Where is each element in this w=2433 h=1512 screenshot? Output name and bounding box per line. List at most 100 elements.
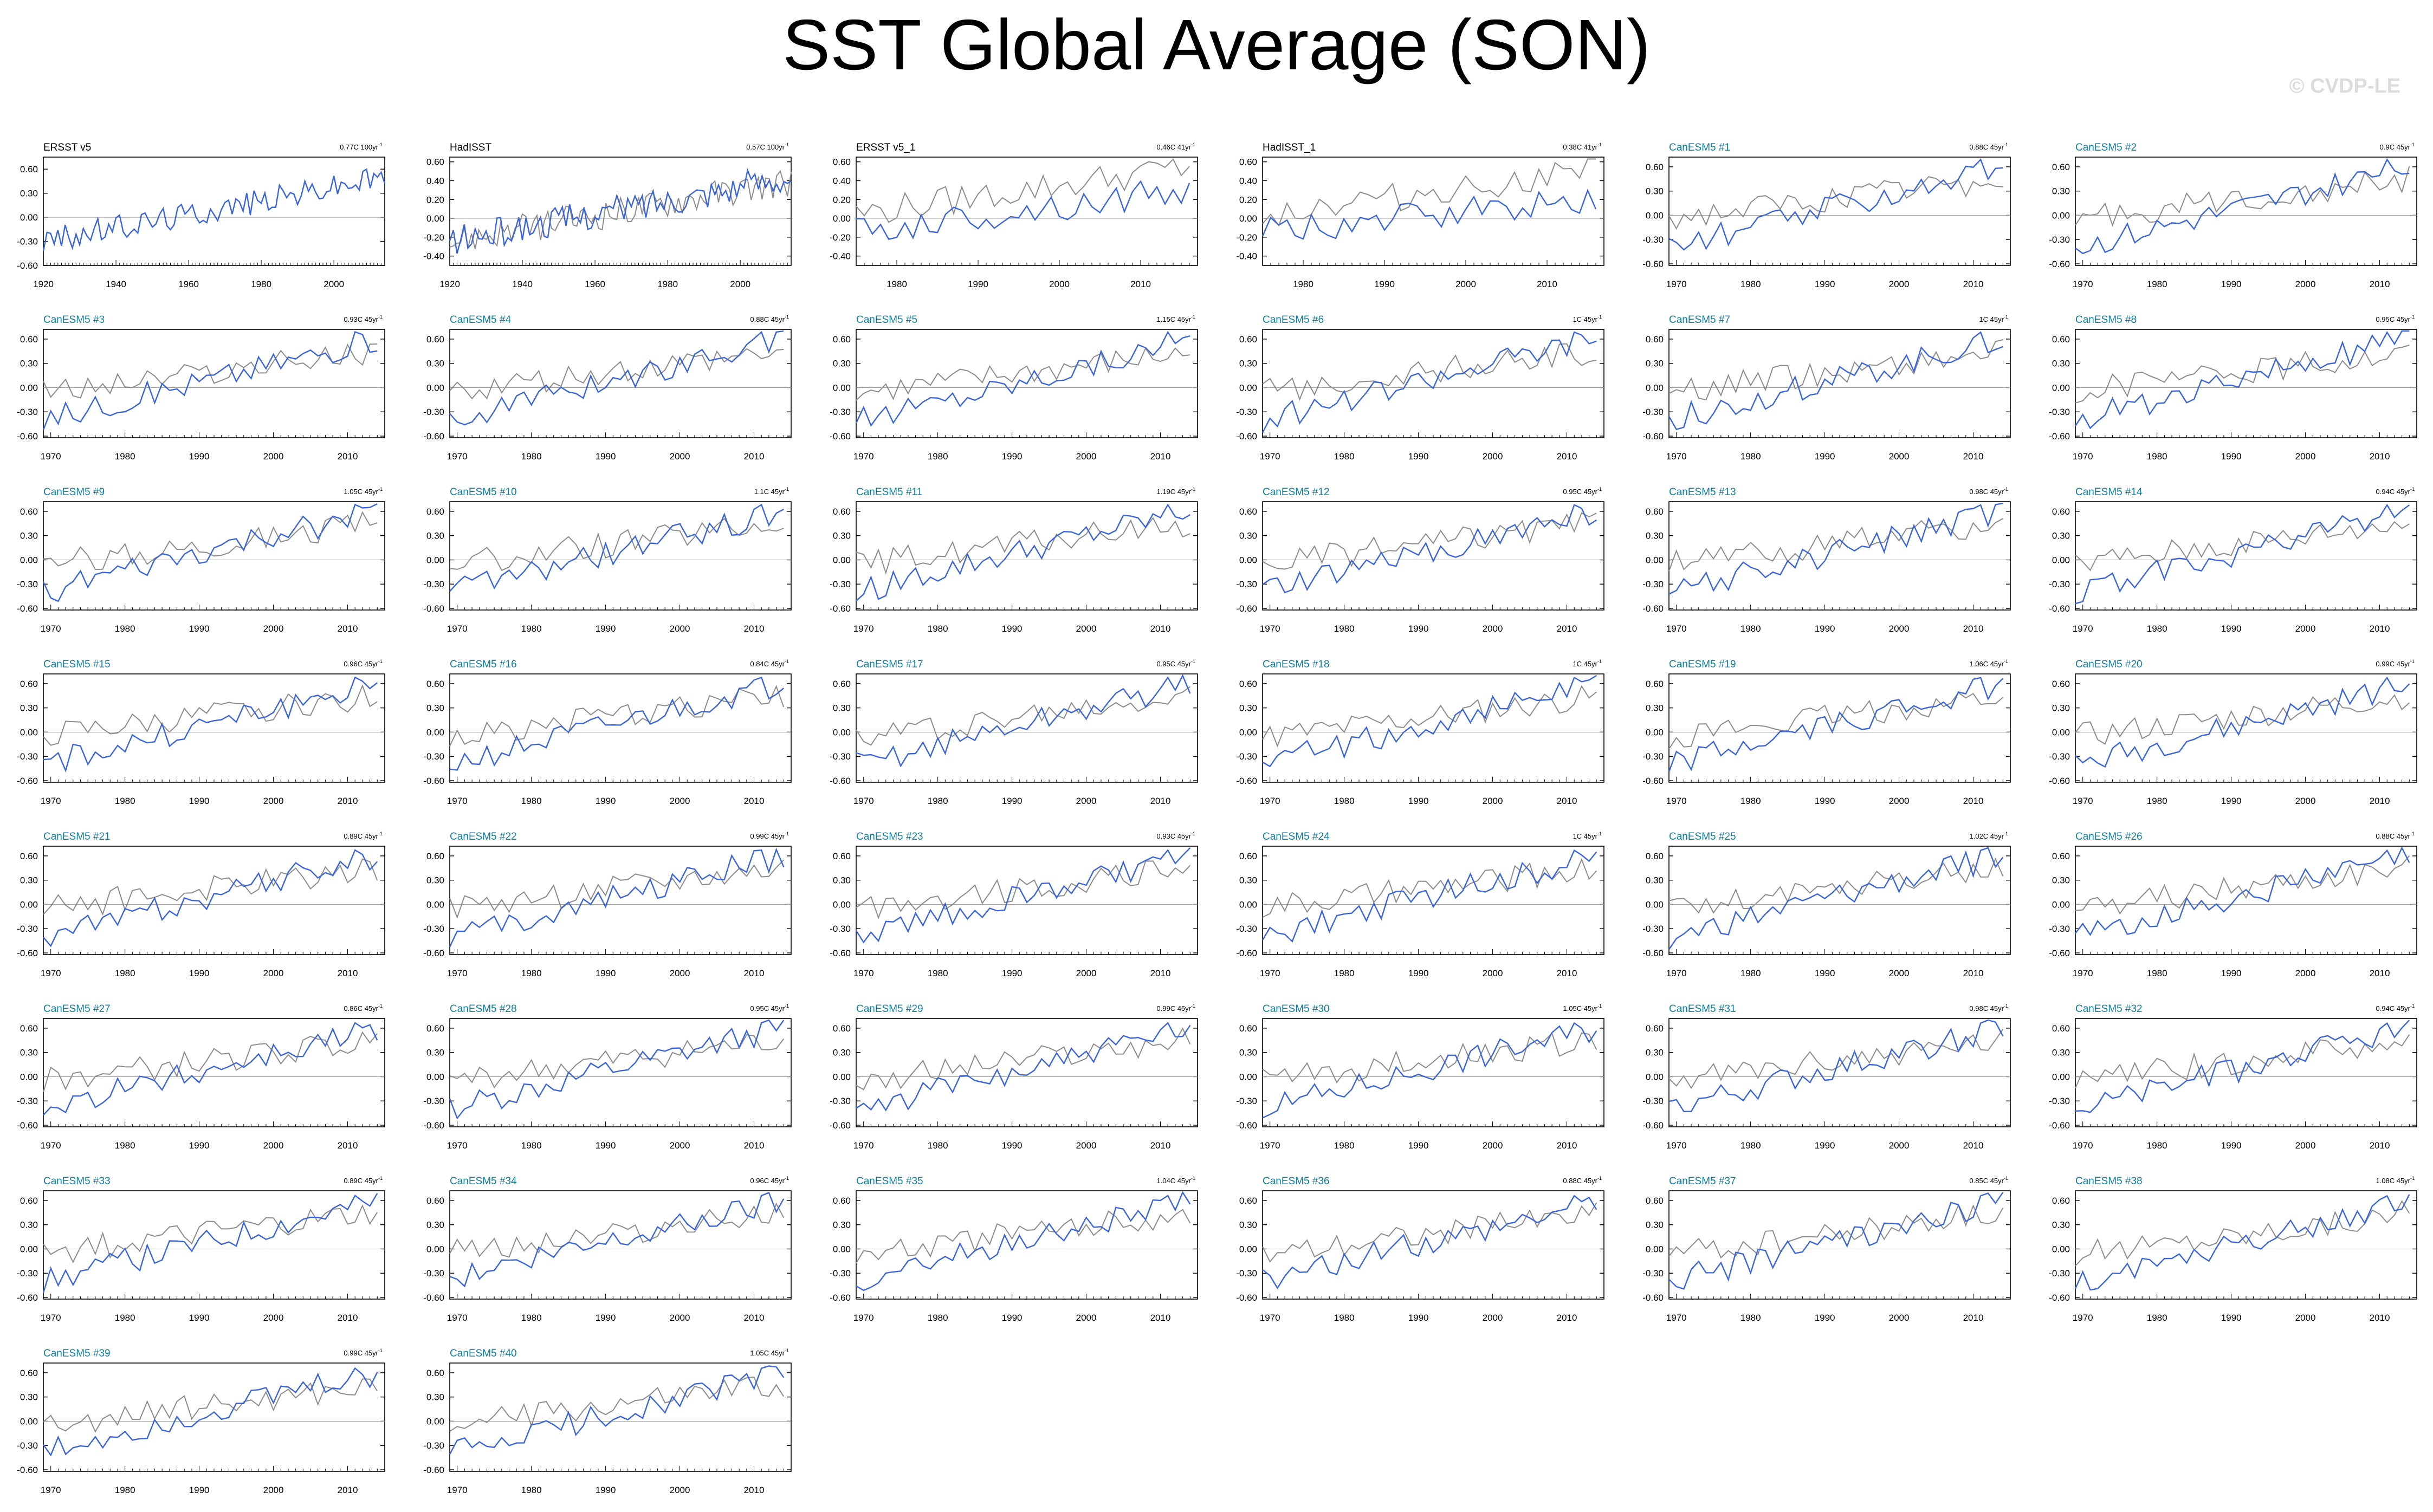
x-tick-label: 1980 [928,968,948,978]
x-tick-label: 1970 [2073,279,2093,289]
y-tick-label: -0.60 [1642,603,1664,614]
y-tick-label: -0.60 [1642,1120,1664,1131]
trend-exponent: -1 [1191,486,1195,492]
trend-exponent: -1 [2004,1003,2008,1009]
series-line-blue [2074,330,2410,430]
plot-frame [449,1190,792,1300]
panel-trend: 0.99C 45yr-1 [750,831,789,840]
x-tick-label: 1970 [853,624,874,634]
x-tick-label: 2000 [1889,968,1910,978]
y-tick-label: 0.30 [1239,359,1257,369]
y-tick-label: 0.00 [2052,382,2070,393]
chart-panel: CanESM5 #35 1.04C 45yr-1 0.60 0.30 0.00 -0.30… [830,1176,1198,1323]
y-tick-label: -0.30 [17,1440,38,1451]
chart-panel: CanESM5 #22 0.99C 45yr-1 0.60 0.30 0.00 -0.30… [423,831,792,978]
y-tick-label: -0.20 [1236,232,1257,243]
series-line-gray [449,170,792,249]
y-tick-label: 0.60 [426,1196,444,1206]
series-line-blue [856,1022,1191,1112]
y-tick-label: 0.60 [1646,162,1664,172]
y-tick-label: 0.30 [833,703,851,713]
series-line-gray [2075,345,2410,404]
x-tick-label: 1980 [115,1140,135,1151]
plot-frame [856,846,1198,955]
x-tick-label: 1990 [1815,451,1835,462]
x-tick-label: 2010 [338,1485,358,1495]
series-line-gray [1262,512,1597,570]
y-tick-label: -0.60 [1236,603,1257,614]
x-tick-label: 2010 [1130,279,1151,289]
y-tick-label: -0.40 [1236,251,1257,262]
y-tick-label: 0.30 [833,1220,851,1230]
y-tick-label: 0.00 [833,727,851,737]
x-tick-label: 2010 [1557,1140,1577,1151]
y-tick-label: 0.00 [1239,213,1257,224]
panel-trend: 1C 45yr-1 [1573,314,1602,323]
panel-trend: 1.05C 45yr-1 [344,486,383,496]
y-tick-label: -0.30 [2049,1096,2070,1106]
y-tick-label: -0.30 [1236,579,1257,589]
y-tick-label: 0.30 [1239,1048,1257,1058]
panel-trend: 1.04C 45yr-1 [1156,1176,1195,1185]
panel-title: CanESM5 #38 [2075,1176,2143,1187]
y-tick-label: 0.60 [833,157,851,167]
plot-frame [856,673,1198,783]
x-tick-label: 1990 [189,624,210,634]
panel-title: HadISST [450,142,491,153]
series-line-gray [449,518,784,572]
y-tick-label: 0.00 [426,899,444,910]
trend-exponent: -1 [2004,142,2008,147]
x-tick-label: 2010 [2370,279,2390,289]
plot-frame [2075,1018,2417,1127]
trend-exponent: -1 [1597,1003,1602,1009]
y-tick-label: 0.60 [833,507,851,517]
y-tick-label: -0.30 [2049,924,2070,934]
panel-title: HadISST_1 [1263,142,1316,153]
series-line-gray [43,511,378,570]
x-tick-label: 1970 [447,451,468,462]
panel-trend: 1.05C 45yr-1 [1563,1003,1602,1013]
trend-exponent: -1 [2410,831,2415,836]
series-line-blue [43,1367,378,1457]
panel-title: CanESM5 #22 [450,831,517,842]
panel-trend: 1C 45yr-1 [1573,659,1602,668]
series-line-gray [856,860,1191,919]
panel-trend: 0.93C 45yr-1 [344,314,383,323]
x-tick-label: 2010 [1963,624,1984,634]
y-tick-label: 0.30 [20,531,38,541]
trend-exponent: -1 [378,831,383,836]
y-tick-label: -0.60 [17,1293,38,1303]
panel-title: CanESM5 #29 [856,1003,923,1015]
panel-title: CanESM5 #37 [1669,1176,1736,1187]
y-tick-label: -0.30 [1642,235,1664,245]
series-line-blue [2075,158,2410,255]
chart-panel: CanESM5 #5 1.15C 45yr-1 0.60 0.30 0.00 -0.30 -… [830,314,1198,462]
x-tick-label: 1980 [657,279,678,289]
panel-trend: 1.1C 45yr-1 [754,486,789,496]
panel-title: CanESM5 #28 [450,1003,517,1015]
series-line-blue [2075,846,2410,936]
y-tick-label: 0.00 [20,212,38,223]
y-tick-label: -0.30 [423,1268,444,1279]
x-tick-label: 1990 [596,451,616,462]
x-tick-label: 1970 [447,1140,468,1151]
y-tick-label: -0.30 [423,1440,444,1451]
x-tick-label: 2010 [744,1140,765,1151]
series-line-blue [1262,1195,1597,1290]
x-tick-label: 2000 [1049,279,1070,289]
y-tick-label: -0.30 [1236,924,1257,934]
x-tick-label: 1970 [447,624,468,634]
plot-frame [856,1018,1198,1127]
y-tick-label: -0.30 [1642,1096,1664,1106]
y-tick-label: 0.60 [833,1023,851,1034]
x-tick-label: 2000 [2295,968,2316,978]
x-tick-label: 2010 [1150,451,1171,462]
trend-exponent: -1 [1191,1176,1195,1181]
series-line-gray [449,348,784,400]
series-line-gray [1668,339,2003,401]
x-tick-label: 1990 [2221,1140,2242,1151]
x-tick-label: 1970 [853,968,874,978]
panel-title: CanESM5 #10 [450,486,517,498]
trend-exponent: -1 [2004,486,2008,492]
series-line-blue [43,1022,378,1116]
